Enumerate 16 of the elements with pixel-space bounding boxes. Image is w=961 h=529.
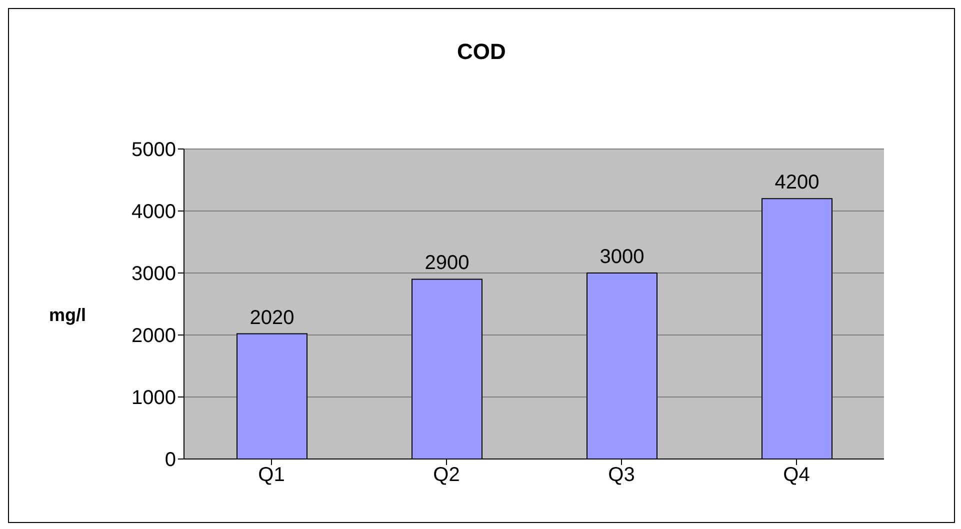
y-tick-label: 3000 (132, 263, 176, 286)
y-tick-label: 0 (164, 449, 176, 472)
data-label: 4200 (774, 172, 820, 194)
y-tick-label: 1000 (132, 387, 176, 410)
y-tick-label: 4000 (132, 201, 176, 224)
x-tick-label: Q3 (608, 464, 635, 486)
data-label: 2020 (250, 306, 294, 329)
chart-title: COD (456, 39, 507, 65)
x-tick-label: Q2 (433, 464, 460, 486)
data-label: 3000 (600, 246, 644, 268)
x-tick-label: Q1 (258, 464, 285, 486)
y-tick-label: 2000 (132, 325, 176, 348)
y-tick-label: 5000 (132, 139, 176, 162)
x-tick-label: Q4 (783, 464, 810, 486)
data-label: 2900 (424, 252, 470, 274)
y-axis-title: mg/l (49, 305, 86, 326)
